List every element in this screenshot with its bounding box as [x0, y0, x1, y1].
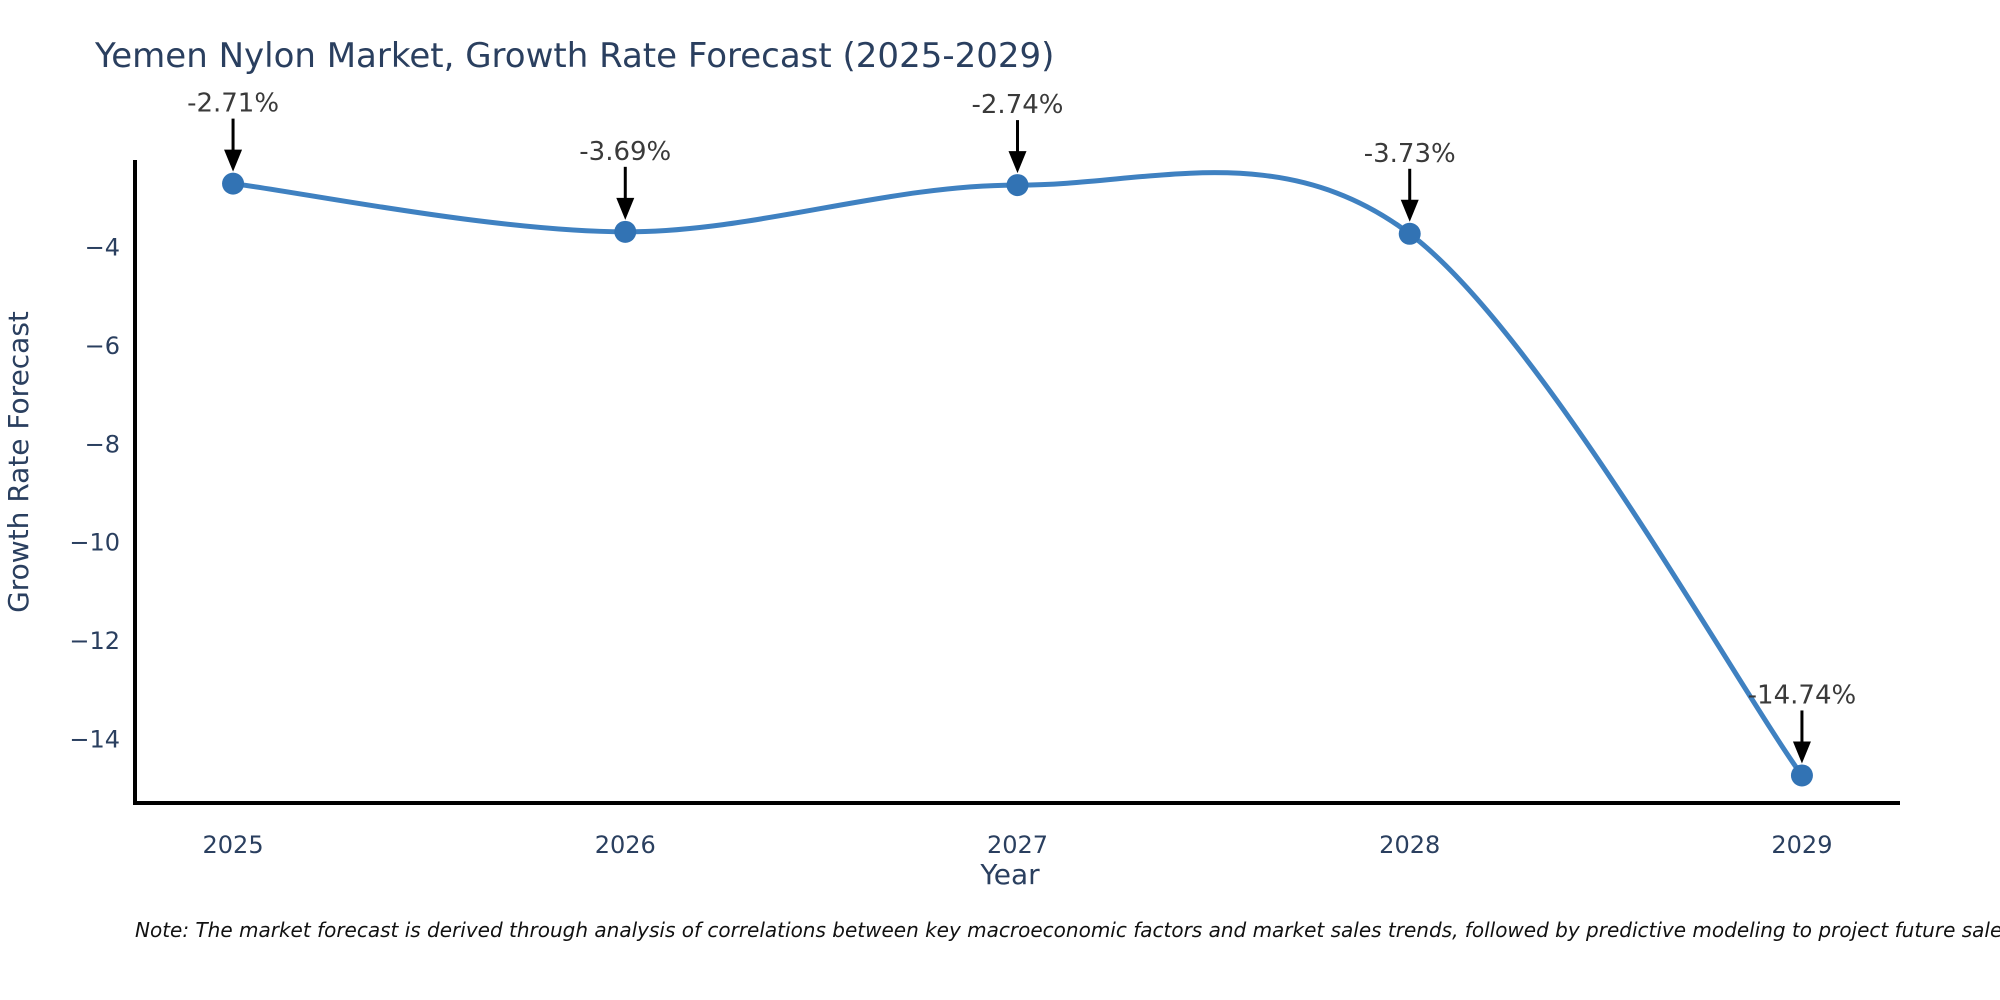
axes: −4 −6 −8 −10 −12 −14 2025 2026 2027 2028 2029	[69, 160, 1900, 859]
annotation-label: -3.69%	[579, 137, 671, 167]
annotation-arrowhead-icon	[616, 197, 635, 220]
annotation-arrowhead-icon	[224, 149, 243, 172]
x-axis-title: Year	[979, 858, 1040, 891]
annotation-arrowhead-icon	[1400, 199, 1419, 222]
y-tick-label: −4	[85, 233, 120, 261]
y-tick-label: −12	[69, 627, 120, 655]
forecast-line	[230, 170, 1805, 778]
annotation-label: -2.71%	[187, 89, 279, 119]
y-tick-label: −6	[85, 332, 120, 360]
x-tick-label: 2029	[1771, 831, 1832, 859]
data-point-marker	[1398, 222, 1421, 245]
line-series	[222, 170, 1813, 787]
annotation-arrowhead-icon	[1792, 741, 1811, 764]
annotation-label: -2.74%	[972, 90, 1064, 120]
chart-footnote: Note: The market forecast is derived thr…	[135, 918, 2000, 942]
y-tick-label: −14	[69, 725, 120, 753]
annotations: -2.71% -3.69% -2.74% -3.73% -14.74%	[187, 89, 1856, 764]
annotation-label: -3.73%	[1364, 139, 1456, 169]
chart-title: Yemen Nylon Market, Growth Rate Forecast…	[95, 36, 1055, 76]
data-point-marker	[222, 172, 245, 195]
x-tick-label: 2025	[203, 831, 264, 859]
data-point-marker	[614, 220, 637, 243]
x-tick-label: 2027	[987, 831, 1048, 859]
annotation-label: -14.74%	[1748, 680, 1857, 710]
data-point-marker	[1006, 174, 1029, 197]
y-tick-label: −8	[85, 430, 120, 458]
data-point-marker	[1790, 764, 1813, 787]
y-axis-title: Growth Rate Forecast	[2, 311, 35, 613]
annotation-arrowhead-icon	[1008, 151, 1027, 174]
y-tick-label: −10	[69, 529, 120, 557]
x-tick-label: 2026	[595, 831, 656, 859]
x-tick-label: 2028	[1379, 831, 1440, 859]
